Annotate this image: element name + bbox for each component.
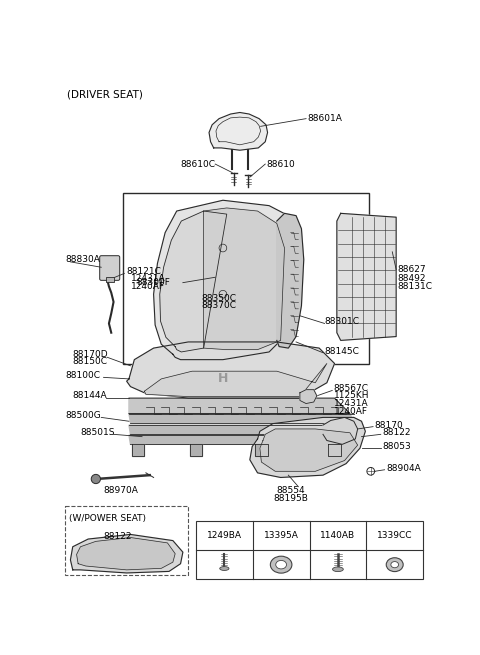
Bar <box>196 521 423 579</box>
Text: 88122: 88122 <box>382 428 411 438</box>
Text: 88300F: 88300F <box>137 278 170 287</box>
Text: 88500G: 88500G <box>65 411 101 421</box>
Text: 88100C: 88100C <box>65 371 100 381</box>
Text: 88350C: 88350C <box>201 293 236 303</box>
Ellipse shape <box>386 557 403 572</box>
Polygon shape <box>328 444 341 456</box>
Polygon shape <box>337 214 396 341</box>
Text: 12431A: 12431A <box>334 399 369 408</box>
Polygon shape <box>277 214 304 348</box>
Text: 1140AB: 1140AB <box>320 531 356 540</box>
Text: 88627: 88627 <box>398 265 426 274</box>
Polygon shape <box>127 342 335 398</box>
Bar <box>123 193 369 364</box>
Text: 88567C: 88567C <box>334 384 369 392</box>
Polygon shape <box>132 444 144 456</box>
Text: 88554: 88554 <box>277 486 305 495</box>
Text: 88144A: 88144A <box>73 391 108 400</box>
Text: 88122: 88122 <box>104 533 132 541</box>
Ellipse shape <box>333 567 343 572</box>
Polygon shape <box>77 538 175 570</box>
Text: 88904A: 88904A <box>386 464 421 474</box>
Text: 88301C: 88301C <box>324 318 360 326</box>
Text: 88501S: 88501S <box>81 428 115 438</box>
Polygon shape <box>129 425 354 434</box>
Ellipse shape <box>270 556 292 573</box>
Text: 88601A: 88601A <box>308 114 342 123</box>
Polygon shape <box>209 113 267 150</box>
FancyBboxPatch shape <box>100 255 120 280</box>
Polygon shape <box>160 211 227 352</box>
Text: 88170D: 88170D <box>73 350 108 359</box>
Text: 88370C: 88370C <box>201 301 236 310</box>
Text: 1240AF: 1240AF <box>334 407 368 416</box>
Text: 88492: 88492 <box>398 274 426 284</box>
Polygon shape <box>250 417 365 477</box>
Text: 1240AF: 1240AF <box>131 282 165 291</box>
Text: 88830A: 88830A <box>65 255 100 264</box>
Text: 1249BA: 1249BA <box>207 531 242 540</box>
Polygon shape <box>129 398 350 413</box>
Ellipse shape <box>391 561 398 568</box>
Polygon shape <box>129 435 354 444</box>
Polygon shape <box>323 417 358 444</box>
Polygon shape <box>190 444 202 456</box>
Text: 1339CC: 1339CC <box>377 531 412 540</box>
Text: (W/POWER SEAT): (W/POWER SEAT) <box>69 514 146 523</box>
Text: 88170: 88170 <box>374 421 403 430</box>
Polygon shape <box>71 534 183 573</box>
Bar <box>65 506 188 575</box>
Polygon shape <box>260 429 358 472</box>
Text: 88195B: 88195B <box>273 494 308 503</box>
Text: 88145C: 88145C <box>324 346 360 356</box>
Polygon shape <box>154 200 299 360</box>
Text: 12431A: 12431A <box>131 274 165 284</box>
Circle shape <box>91 474 100 483</box>
Text: 88121C: 88121C <box>127 267 162 276</box>
Polygon shape <box>129 413 354 422</box>
Ellipse shape <box>220 567 229 571</box>
Text: 1125KH: 1125KH <box>334 391 369 400</box>
Polygon shape <box>255 444 267 456</box>
Text: 88970A: 88970A <box>104 486 138 495</box>
Text: 88053: 88053 <box>382 442 411 451</box>
Bar <box>106 277 114 282</box>
Text: 88610C: 88610C <box>180 160 216 168</box>
Text: 88150C: 88150C <box>73 358 108 366</box>
Text: 88610: 88610 <box>267 160 296 168</box>
Text: H: H <box>218 373 228 385</box>
Polygon shape <box>144 364 327 397</box>
Polygon shape <box>204 208 285 350</box>
Polygon shape <box>300 390 317 403</box>
Text: 13395A: 13395A <box>264 531 299 540</box>
Text: 88131C: 88131C <box>398 282 432 291</box>
Ellipse shape <box>276 561 287 569</box>
Text: (DRIVER SEAT): (DRIVER SEAT) <box>67 89 143 100</box>
